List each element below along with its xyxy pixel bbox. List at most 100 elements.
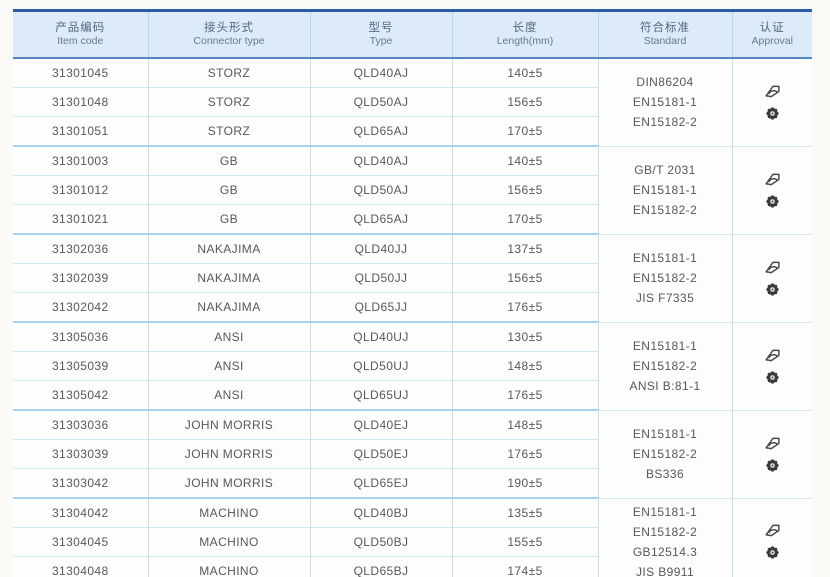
- item-code-cell: 31304045: [13, 527, 148, 557]
- header-en-standard: Standard: [643, 35, 687, 47]
- item-code-cell: 31301003: [13, 146, 148, 176]
- length-cell: 137±5: [451, 234, 598, 264]
- header-en-item-code: Item code: [57, 35, 104, 47]
- header-zh-approval: 认证: [759, 22, 785, 34]
- table-row: 31301051 STORZ QLD65AJ 170±5: [13, 116, 812, 147]
- table-row: 31305042 ANSI QLD65UJ 176±5: [13, 380, 812, 411]
- connector-type-cell: NAKAJIMA: [147, 263, 310, 293]
- gear-wheel-icon: [765, 370, 780, 385]
- standards-cell: EN15181-1 EN15182-2 GB12514.3 JIS B9911: [597, 498, 732, 577]
- standard-line: EN15182-2: [632, 447, 698, 461]
- table-row: 31304048 MACHINO QLD65BJ 174±5: [13, 556, 812, 577]
- type-cell: QLD65JJ: [309, 292, 452, 323]
- length-cell: 156±5: [451, 175, 598, 205]
- item-code-cell: 31303036: [13, 410, 148, 440]
- header-zh-length: 长度: [512, 22, 538, 34]
- length-cell: 176±5: [451, 380, 598, 411]
- item-code-cell: 31305036: [13, 322, 148, 352]
- length-cell: 190±5: [451, 468, 598, 499]
- header-zh-connector-type: 接头形式: [204, 22, 254, 34]
- connector-type-cell: GB: [147, 146, 310, 176]
- length-cell: 176±5: [451, 439, 598, 469]
- standards-cell: EN15181-1 EN15182-2 BS336: [597, 410, 732, 499]
- type-cell: QLD65EJ: [309, 468, 452, 499]
- standard-line: JIS F7335: [635, 291, 695, 305]
- gear-wheel-icon: [765, 545, 780, 560]
- item-code-cell: 31301045: [13, 58, 148, 88]
- item-code-cell: 31302039: [13, 263, 148, 293]
- table-row: 31303036 JOHN MORRIS QLD40EJ 148±5 EN151…: [13, 410, 812, 499]
- connector-type-cell: ANSI: [147, 380, 310, 411]
- item-code-cell: 31301012: [13, 175, 148, 205]
- length-cell: 174±5: [451, 556, 598, 577]
- type-cell: QLD65UJ: [309, 380, 452, 411]
- type-cell: QLD65BJ: [309, 556, 452, 577]
- table-row: 31301003 GB QLD40AJ 140±5 GB/T 2031 EN15…: [13, 146, 812, 235]
- approval-cell: [731, 234, 812, 323]
- standard-line: ANSI B:81-1: [629, 379, 701, 393]
- column-header-length: 长度 Length(mm): [451, 10, 598, 59]
- approval-cell: [731, 322, 812, 411]
- length-cell: 170±5: [451, 204, 598, 235]
- table-row: 31303042 JOHN MORRIS QLD65EJ 190±5: [13, 468, 812, 499]
- standard-line: EN15181-1: [632, 427, 698, 441]
- item-code-cell: 31301048: [13, 87, 148, 117]
- column-header-standard: 符合标准 Standard: [597, 10, 732, 59]
- product-spec-table: 产品编码 Item code 接头形式 Connector type 型号 Ty…: [13, 9, 812, 577]
- item-code-cell: 31305039: [13, 351, 148, 381]
- header-en-connector-type: Connector type: [193, 35, 265, 47]
- item-code-cell: 31302036: [13, 234, 148, 264]
- connector-type-cell: GB: [147, 175, 310, 205]
- connector-type-cell: NAKAJIMA: [147, 234, 310, 264]
- standard-line: EN15182-2: [632, 359, 698, 373]
- table-row: 31302042 NAKAJIMA QLD65JJ 176±5: [13, 292, 812, 323]
- item-code-cell: 31302042: [13, 292, 148, 323]
- type-cell: QLD50AJ: [309, 175, 452, 205]
- standards-cell: EN15181-1 EN15182-2 ANSI B:81-1: [597, 322, 732, 411]
- table-row: 31302039 NAKAJIMA QLD50JJ 156±5: [13, 263, 812, 293]
- connector-type-cell: JOHN MORRIS: [147, 439, 310, 469]
- header-zh-item-code: 产品编码: [55, 22, 106, 34]
- length-cell: 130±5: [451, 322, 598, 352]
- length-cell: 176±5: [451, 292, 598, 323]
- length-cell: 140±5: [451, 146, 598, 176]
- standard-line: EN15182-2: [632, 271, 698, 285]
- type-cell: QLD40EJ: [309, 410, 452, 440]
- table-row: 31305036 ANSI QLD40UJ 130±5 EN15181-1 EN…: [13, 322, 812, 411]
- table-row: 31301012 GB QLD50AJ 156±5: [13, 175, 812, 205]
- standard-line: EN15182-2: [632, 115, 698, 130]
- standard-line: EN15181-1: [632, 251, 698, 265]
- column-header-type: 型号 Type: [309, 10, 452, 59]
- column-header-approval: 认证 Approval: [731, 10, 812, 59]
- connector-type-cell: STORZ: [147, 116, 310, 147]
- gear-wheel-icon: [765, 282, 780, 297]
- certification-swoosh-icon: [764, 348, 781, 363]
- header-en-length: Length(mm): [496, 35, 554, 47]
- connector-type-cell: JOHN MORRIS: [147, 410, 310, 440]
- type-cell: QLD40UJ: [309, 322, 452, 352]
- length-cell: 148±5: [451, 351, 598, 381]
- type-cell: QLD40BJ: [309, 498, 452, 528]
- connector-type-cell: STORZ: [147, 58, 310, 88]
- item-code-cell: 31303042: [13, 468, 148, 499]
- standard-line: EN15181-1: [632, 95, 698, 110]
- column-header-item-code: 产品编码 Item code: [13, 10, 148, 59]
- standard-line: JIS B9911: [635, 564, 695, 577]
- length-cell: 156±5: [451, 87, 598, 117]
- length-cell: 156±5: [451, 263, 598, 293]
- type-cell: QLD40AJ: [309, 146, 452, 176]
- standard-line: DIN86204: [636, 75, 694, 90]
- table-row: 31304042 MACHINO QLD40BJ 135±5 EN15181-1…: [13, 498, 812, 577]
- certification-swoosh-icon: [764, 260, 781, 275]
- table-row: 31304045 MACHINO QLD50BJ 155±5: [13, 527, 812, 557]
- header-en-approval: Approval: [751, 35, 793, 47]
- header-zh-type: 型号: [368, 22, 394, 34]
- connector-type-cell: ANSI: [147, 322, 310, 352]
- standard-line: EN15181-1: [632, 504, 698, 519]
- standard-line: EN15181-1: [632, 183, 698, 197]
- connector-type-cell: MACHINO: [147, 498, 310, 528]
- type-cell: QLD65AJ: [309, 204, 452, 235]
- table-row: 31301045 STORZ QLD40AJ 140±5 DIN86204 EN…: [13, 58, 812, 147]
- standard-line: EN15181-1: [632, 339, 698, 353]
